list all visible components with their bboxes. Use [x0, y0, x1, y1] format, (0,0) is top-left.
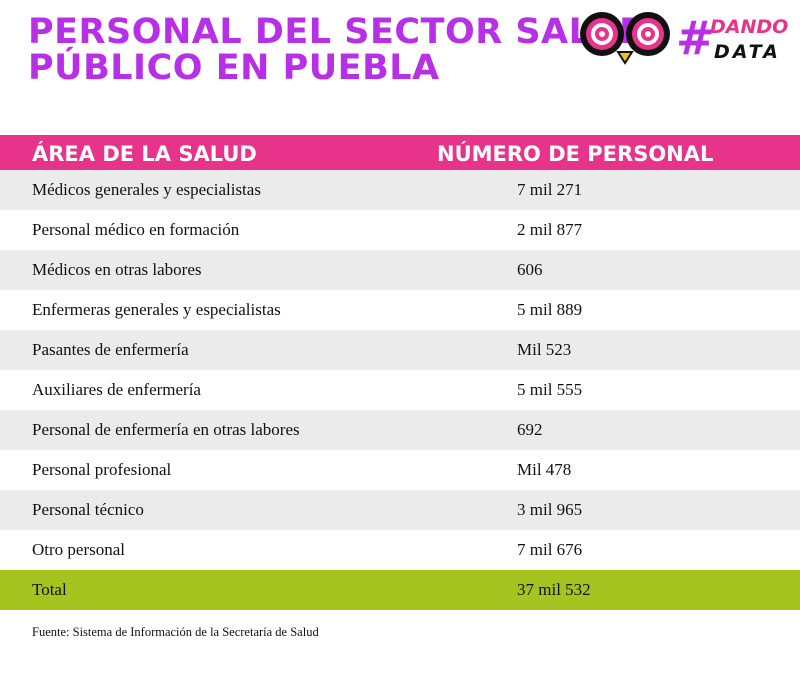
cell: Personal profesional [32, 460, 172, 479]
title-line: PERSONAL DEL SECTOR SALUD [28, 12, 649, 52]
logo: # DANDO DATA [580, 11, 788, 65]
cell: Médicos generales y especialistas [32, 180, 261, 199]
cell: Mil 523 [517, 340, 572, 359]
cell: 3 mil 965 [517, 500, 583, 519]
cell: 692 [517, 420, 543, 439]
table-row: Médicos generales y especialistas 7 mil 2… [0, 170, 800, 210]
title: PERSONAL DEL SECTOR SALUD PÚBLICO EN PUE… [28, 14, 649, 86]
cell: Pasantes de enfermería [32, 340, 189, 359]
cell: Auxiliares de enfermería [32, 380, 201, 399]
cell: 2 mil 877 [517, 220, 583, 239]
column-header: NÚMERO DE PERSONAL [437, 141, 714, 166]
logo-text: DANDO [710, 16, 788, 38]
source: Fuente: Sistema de Información de la Sec… [32, 625, 319, 639]
cell: 7 mil 271 [517, 180, 583, 199]
cell: Médicos en otras labores [32, 260, 202, 279]
column-header: ÁREA DE LA SALUD [32, 141, 257, 166]
table-header: ÁREA DE LA SALUD NÚMERO DE PERSONAL [0, 135, 800, 172]
cell: 7 mil 676 [517, 540, 583, 559]
cell: Personal técnico [32, 500, 144, 519]
cell: 606 [517, 260, 543, 279]
table-row: Otro personal 7 mil 676 [0, 530, 800, 570]
logo-text: DATA [714, 41, 781, 63]
cell: 37 mil 532 [517, 580, 591, 599]
table-row: Médicos en otras labores 606 [0, 250, 800, 290]
table-row: Enfermeras generales y especialistas 5 mi… [0, 290, 800, 330]
total-row: Total 37 mil 532 [0, 570, 800, 610]
cell: 5 mil 555 [517, 380, 583, 399]
cell: Otro personal [32, 540, 126, 559]
table-row: Pasantes de enfermería Mil 523 [0, 330, 800, 370]
table-row: Personal profesional Mil 478 [0, 450, 800, 490]
cell: Personal de enfermería en otras labores [32, 420, 300, 439]
table-row: Personal de enfermería en otras labores 6… [0, 410, 800, 450]
cell: Enfermeras generales y especialistas [32, 300, 281, 319]
cell: Mil 478 [517, 460, 572, 479]
cell: 5 mil 889 [517, 300, 583, 319]
table-row: Personal técnico 3 mil 965 [0, 490, 800, 530]
logo-hash: # [676, 11, 715, 65]
table-row: Personal médico en formación 2 mil 877 [0, 210, 800, 250]
table-row: Auxiliares de enfermería 5 mil 555 [0, 370, 800, 410]
cell: Personal médico en formación [32, 220, 240, 239]
cell: Total [32, 580, 67, 599]
title-line: PÚBLICO EN PUEBLA [28, 48, 440, 88]
